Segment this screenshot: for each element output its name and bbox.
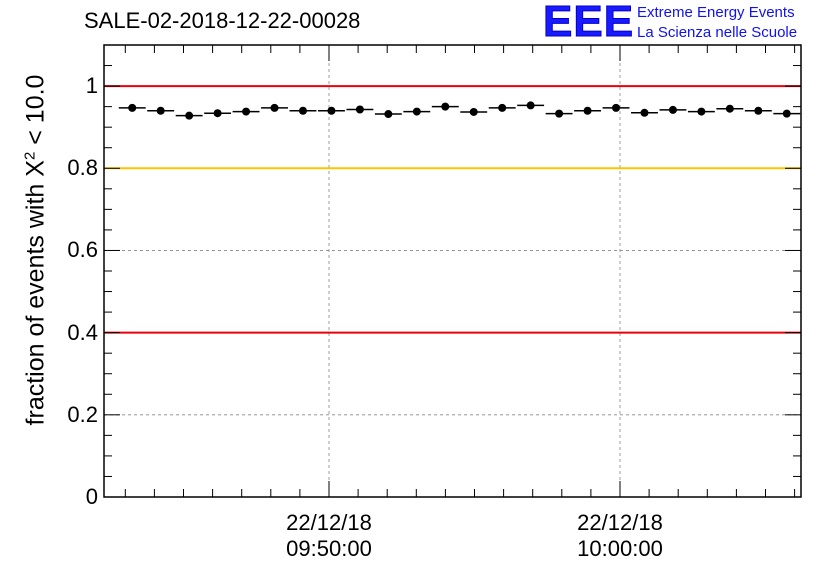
- data-point: [355, 105, 364, 114]
- data-point: [213, 109, 222, 118]
- data-point: [555, 109, 564, 118]
- logo-line-2: La Scienza nelle Scuole: [637, 24, 798, 41]
- data-point: [583, 106, 592, 115]
- y-axis-label-prefix: fraction of events with X: [21, 160, 50, 426]
- y-tick-label: 0.6: [67, 237, 98, 263]
- data-point: [697, 107, 706, 116]
- data-point: [412, 107, 421, 116]
- y-tick-label: 0: [85, 484, 98, 509]
- x-tick-date: 22/12/18: [577, 510, 663, 535]
- data-point: [185, 111, 194, 120]
- x-tick-label: 22/12/18 10:00:00: [550, 510, 690, 562]
- x-tick-label: 22/12/18 09:50:00: [259, 510, 399, 562]
- y-tick-label: 0.2: [67, 401, 98, 427]
- data-point: [725, 104, 734, 113]
- data-point: [526, 101, 535, 110]
- data-point: [498, 103, 507, 112]
- data-point: [612, 103, 621, 112]
- data-point: [156, 106, 165, 115]
- data-point: [754, 106, 763, 115]
- data-point: [469, 107, 478, 116]
- reference-lines: [104, 85, 801, 334]
- data-point: [441, 102, 450, 111]
- data-point: [298, 106, 307, 115]
- data-point: [384, 110, 393, 119]
- logo-line-1: Extreme Energy Events: [637, 4, 795, 21]
- data-point: [640, 108, 649, 117]
- x-tick-date: 22/12/18: [286, 510, 372, 535]
- data-point: [270, 103, 279, 112]
- data-point: [128, 103, 137, 112]
- logo-mark: EEE: [542, 0, 635, 46]
- grid: [104, 45, 801, 497]
- y-axis-label-sup: 2: [21, 151, 39, 161]
- data-point: [327, 106, 336, 115]
- x-tick-time: 09:50:00: [286, 536, 372, 561]
- data-point: [242, 107, 251, 116]
- y-tick-label: 0.8: [67, 155, 98, 181]
- x-tick-time: 10:00:00: [577, 536, 663, 561]
- data-points: [118, 101, 801, 120]
- data-point: [782, 109, 791, 118]
- chart-title: SALE-02-2018-12-22-00028: [84, 8, 361, 33]
- data-point: [668, 105, 677, 114]
- plot-frame: [103, 44, 802, 498]
- y-tick-label: 1: [85, 73, 98, 99]
- y-tick-label: 0.4: [67, 319, 98, 345]
